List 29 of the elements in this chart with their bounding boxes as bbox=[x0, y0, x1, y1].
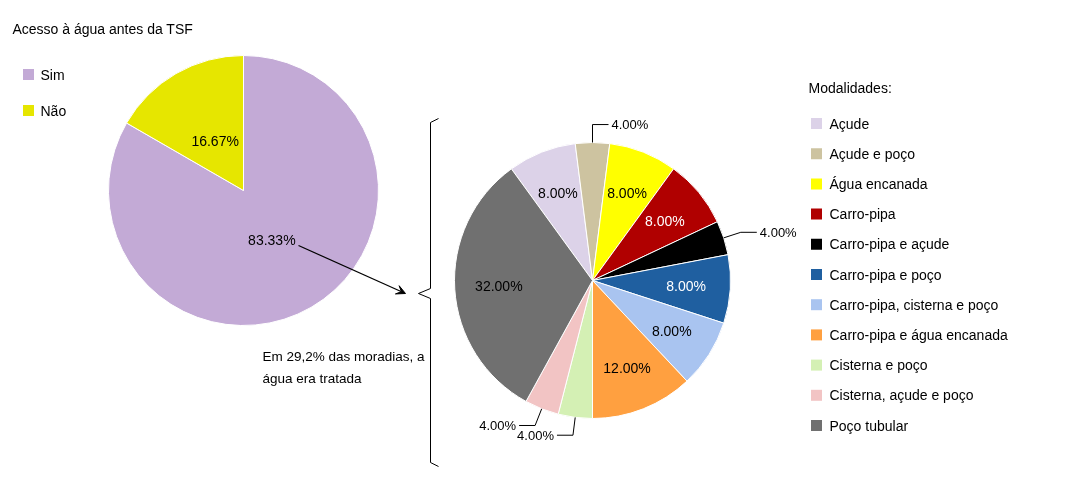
chart-title: Acesso à água antes da TSF bbox=[12, 20, 193, 37]
data-label: 8.00% bbox=[644, 212, 685, 229]
data-label: 8.00% bbox=[538, 185, 578, 202]
legend-label: Carro-pipa bbox=[829, 206, 896, 223]
legend-label: Cisterna e poço bbox=[829, 357, 928, 374]
legend-label: Não bbox=[40, 102, 67, 119]
legend-label: Carro-pipa, cisterna e poço bbox=[829, 296, 999, 313]
data-label: 83.33% bbox=[248, 231, 296, 248]
legend-label: Cisterna, açude e poço bbox=[829, 387, 974, 404]
legend-title: Modalidades: bbox=[808, 79, 892, 96]
legend-label: Carro-pipa e açude bbox=[829, 236, 950, 253]
data-label: 4.00% bbox=[479, 417, 517, 433]
data-label: 12.00% bbox=[603, 359, 651, 376]
legend-label: Carro-pipa e água encanada bbox=[829, 326, 1008, 343]
legend-label: Água encanada bbox=[829, 175, 928, 192]
data-label: 8.00% bbox=[607, 185, 647, 202]
legend-label: Açude bbox=[829, 115, 870, 132]
data-label: 4.00% bbox=[611, 117, 649, 133]
text: Em 29,2% das moradias, a água era tratada bbox=[262, 349, 426, 386]
data-label: 8.00% bbox=[651, 322, 692, 339]
data-label: 4.00% bbox=[517, 427, 555, 443]
data-label: 4.00% bbox=[759, 224, 798, 240]
legend-label: Poço tubular bbox=[829, 417, 909, 434]
data-label: 32.00% bbox=[475, 278, 523, 295]
legend-label: Sim bbox=[40, 66, 65, 83]
legend-label: Carro-pipa e poço bbox=[829, 266, 942, 283]
data-label: 16.67% bbox=[191, 133, 239, 150]
legend-label: Açude e poço bbox=[829, 145, 916, 162]
data-label: 8.00% bbox=[666, 278, 707, 295]
